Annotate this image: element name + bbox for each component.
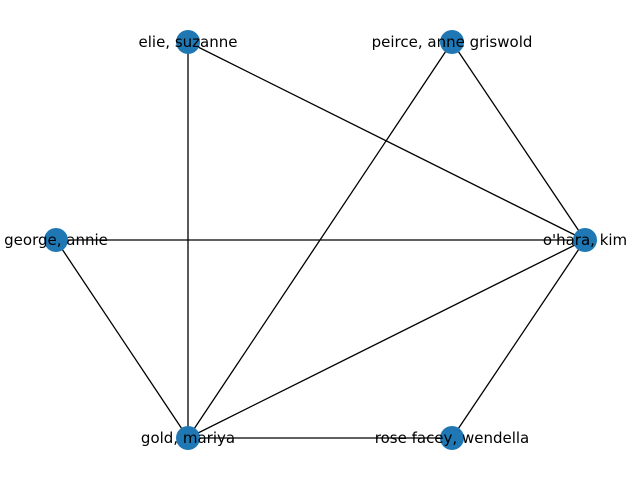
- edge-rose-ohara: [451, 239, 586, 439]
- node-label-peirce: peirce, anne griswold: [372, 33, 533, 51]
- node-label-george: george, annie: [4, 231, 108, 249]
- edge-layer: [55, 41, 586, 439]
- node-ohara: [573, 228, 597, 252]
- node-rose: [440, 426, 464, 450]
- node-peirce: [440, 30, 464, 54]
- edge-george-gold: [55, 239, 189, 439]
- node-label-ohara: o'hara, kim: [543, 231, 627, 249]
- edge-peirce-ohara: [451, 41, 586, 241]
- node-label-gold: gold, mariya: [141, 429, 235, 447]
- node-layer: [44, 30, 597, 450]
- node-gold: [176, 426, 200, 450]
- node-label-elie: elie, suzanne: [139, 33, 238, 51]
- label-layer: elie, suzanne peirce, anne griswold george…: [4, 33, 627, 447]
- node-elie: [176, 30, 200, 54]
- edge-gold-ohara: [187, 239, 586, 439]
- node-george: [44, 228, 68, 252]
- node-label-rose: rose facey, wendella: [375, 429, 529, 447]
